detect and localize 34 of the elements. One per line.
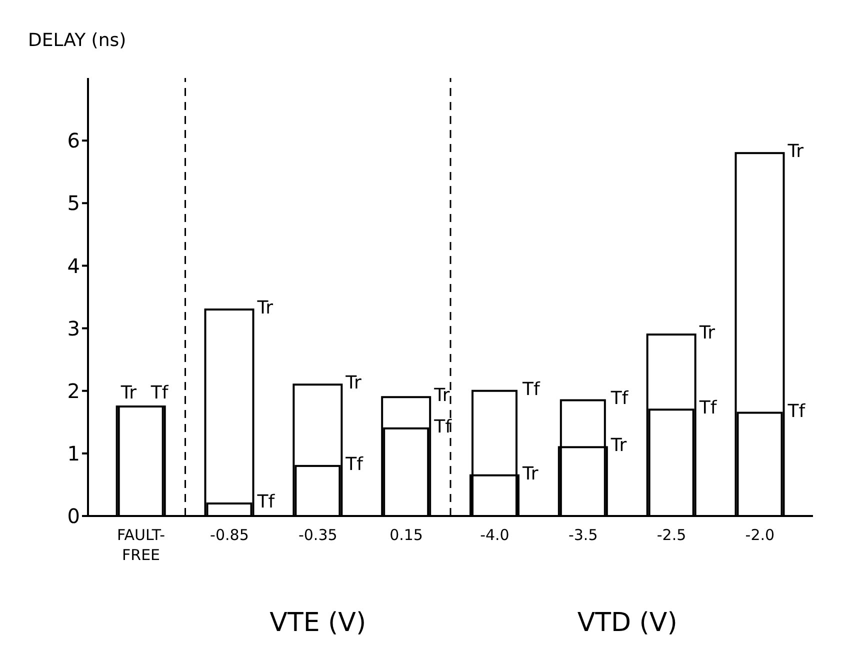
y-axis-title: DELAY (ns)	[28, 30, 126, 51]
text: Tf	[610, 388, 628, 410]
text: Tr	[522, 463, 538, 484]
x-tick-label: 0.15	[390, 526, 423, 544]
x-tick-label: -2.0	[745, 526, 775, 544]
text: Tf	[522, 378, 540, 400]
text: Tf	[257, 491, 275, 512]
y-tick-label: 0	[67, 504, 80, 528]
y-tick-label: 1	[67, 442, 80, 466]
y-tick-label: 6	[67, 128, 80, 153]
text: VTE (V)	[270, 608, 366, 638]
x-tick-label: -4.0	[480, 526, 510, 544]
text: Tf	[434, 416, 452, 438]
x-tick-label: -3.5	[568, 526, 598, 544]
x-tick-label: -0.35	[298, 526, 338, 544]
series-label: Tr	[120, 382, 138, 404]
text: VTD (V)	[577, 608, 678, 638]
x-tick-label: -0.85	[210, 526, 249, 544]
text: Tr	[610, 435, 627, 456]
y-tick-label: 5	[67, 191, 80, 216]
text: Tr	[346, 372, 362, 394]
y-tick-label: 2	[67, 378, 80, 403]
text: Tf	[346, 454, 364, 475]
x-tick-label: -2.5	[656, 526, 686, 544]
x-tick-label: FAULT-FREE	[117, 526, 166, 564]
text: Tr	[788, 141, 804, 162]
text: Tr	[434, 385, 450, 406]
text: Tf	[699, 398, 717, 419]
text: Tr	[699, 322, 716, 344]
text: Tr	[257, 298, 274, 319]
y-tick-label: 3	[67, 316, 80, 340]
text: Tf	[788, 400, 806, 422]
series-label: Tf	[150, 382, 169, 404]
y-tick-label: 4	[67, 254, 80, 278]
